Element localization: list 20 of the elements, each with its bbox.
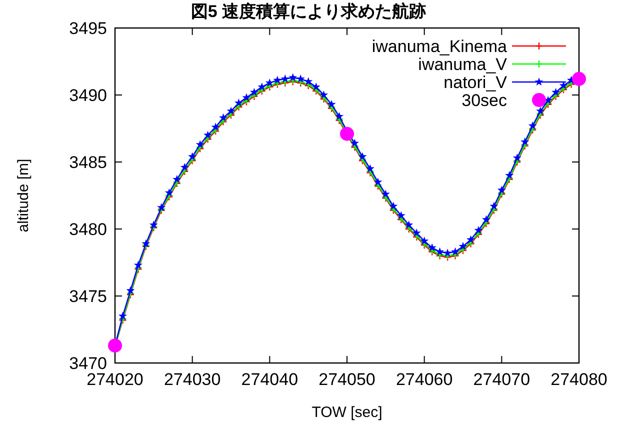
x-tick-label: 274030 — [164, 370, 221, 389]
y-tick-label: 3470 — [69, 354, 107, 373]
y-tick-label: 3490 — [69, 86, 107, 105]
legend-label: iwanuma_Kinema — [372, 37, 508, 56]
x-tick-label: 274040 — [241, 370, 298, 389]
x-axis-title: TOW [sec] — [312, 404, 382, 421]
x-tick-label: 274080 — [550, 370, 608, 389]
y-tick-label: 3495 — [69, 19, 107, 38]
x-tick-label: 274020 — [86, 370, 144, 389]
y-tick-label: 3485 — [69, 153, 107, 172]
x-tick-label: 274050 — [318, 370, 376, 389]
y-axis-title: altitude [m] — [15, 158, 32, 232]
legend-label: natori_V — [444, 73, 508, 92]
x-tick-label: 274060 — [396, 370, 453, 389]
legend-label: 30sec — [462, 91, 508, 110]
chart-title: 図5 速度積算により求めた航跡 — [190, 2, 426, 21]
y-tick-label: 3480 — [69, 220, 107, 239]
y-tick-label: 3475 — [69, 287, 107, 306]
legend-label: iwanuma_V — [418, 55, 508, 74]
x-tick-label: 274070 — [473, 370, 530, 389]
